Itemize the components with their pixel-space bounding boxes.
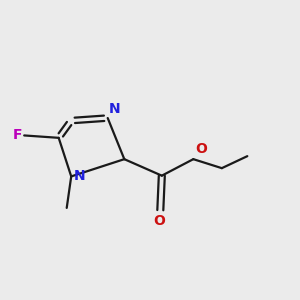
Text: N: N (74, 169, 86, 183)
Text: N: N (109, 102, 121, 116)
Text: F: F (13, 128, 23, 142)
Text: O: O (153, 214, 165, 228)
Text: O: O (195, 142, 207, 156)
